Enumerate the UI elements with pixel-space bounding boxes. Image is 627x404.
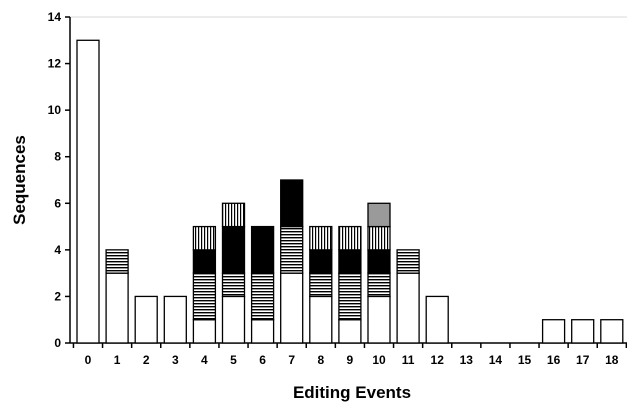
x-tick-label: 12	[431, 353, 445, 367]
y-tick-label: 4	[54, 243, 61, 257]
y-tick-label: 0	[54, 336, 61, 350]
bar-segment-white-6	[250, 319, 275, 344]
bar-segment-white-17	[571, 319, 595, 344]
bar-segment-hstripe-11	[396, 249, 420, 274]
x-tick-label: 9	[347, 353, 354, 367]
x-tick-label: 14	[489, 353, 503, 367]
bar-segment-dotted-5	[221, 202, 246, 228]
x-tick-label: 3	[172, 353, 179, 367]
bar-segment-white-18	[600, 319, 624, 344]
y-axis-title: Sequences	[10, 135, 29, 225]
bar-segment-white-11	[396, 272, 420, 344]
bar-segment-dotted-4	[192, 225, 217, 251]
bar-segment-white-16	[541, 319, 566, 344]
x-tick-label: 10	[372, 353, 386, 367]
x-tick-label: 1	[114, 353, 121, 367]
y-tick-label: 6	[54, 196, 61, 210]
bar-segment-black-6	[250, 225, 275, 274]
bar-segment-dotted-9	[338, 225, 362, 251]
bar-segment-black-4	[192, 249, 217, 274]
bar-segment-hstripe-7	[280, 225, 304, 274]
y-tick-label: 12	[48, 57, 62, 71]
x-tick-label: 2	[143, 353, 150, 367]
bar-segment-white-7	[280, 272, 304, 344]
bar-segment-white-5	[221, 295, 246, 344]
bar-segment-hstripe-8	[309, 272, 333, 298]
bar-segment-white-12	[425, 295, 449, 344]
x-tick-label: 16	[547, 353, 561, 367]
y-tick-label: 14	[48, 10, 62, 24]
x-tick-label: 8	[317, 353, 324, 367]
bar-segment-hstripe-1	[105, 249, 129, 274]
bar-segment-white-3	[163, 295, 187, 344]
bar-segment-black-7	[280, 179, 304, 228]
bar-segment-white-9	[338, 319, 362, 344]
x-tick-label: 13	[460, 353, 474, 367]
x-tick-label: 6	[259, 353, 266, 367]
bar-segment-hstripe-6	[250, 272, 275, 321]
bar-segment-white-8	[309, 295, 333, 344]
bar-segment-dotted-8	[309, 225, 333, 251]
x-tick-label: 5	[230, 353, 237, 367]
x-tick-label: 11	[402, 353, 415, 367]
y-tick-label: 2	[54, 289, 61, 303]
bar-segment-gray-10	[367, 202, 391, 228]
bar-segment-white-0	[76, 39, 100, 344]
x-axis-title: Editing Events	[293, 383, 411, 402]
y-tick-label: 8	[54, 150, 61, 164]
bar-segment-black-10	[367, 249, 391, 274]
bar-segment-white-2	[134, 295, 158, 344]
bar-segment-hstripe-4	[192, 272, 217, 321]
bar-segment-white-4	[192, 319, 217, 344]
y-tick-label: 10	[48, 103, 62, 117]
x-tick-label: 7	[288, 353, 295, 367]
bar-segment-black-5	[221, 225, 246, 274]
bar-segment-black-8	[309, 249, 333, 274]
bar-segment-white-1	[105, 272, 129, 344]
x-tick-label: 17	[576, 353, 590, 367]
x-tick-label: 0	[85, 353, 92, 367]
bar-segment-dotted-10	[367, 225, 391, 251]
bar-segment-white-10	[367, 295, 391, 344]
x-tick-label: 15	[518, 353, 532, 367]
x-tick-label: 18	[605, 353, 619, 367]
bar-segment-black-9	[338, 249, 362, 274]
bar-segment-hstripe-9	[338, 272, 362, 321]
bar-segment-hstripe-10	[367, 272, 391, 298]
x-tick-label: 4	[201, 353, 208, 367]
bar-segment-hstripe-5	[221, 272, 246, 298]
